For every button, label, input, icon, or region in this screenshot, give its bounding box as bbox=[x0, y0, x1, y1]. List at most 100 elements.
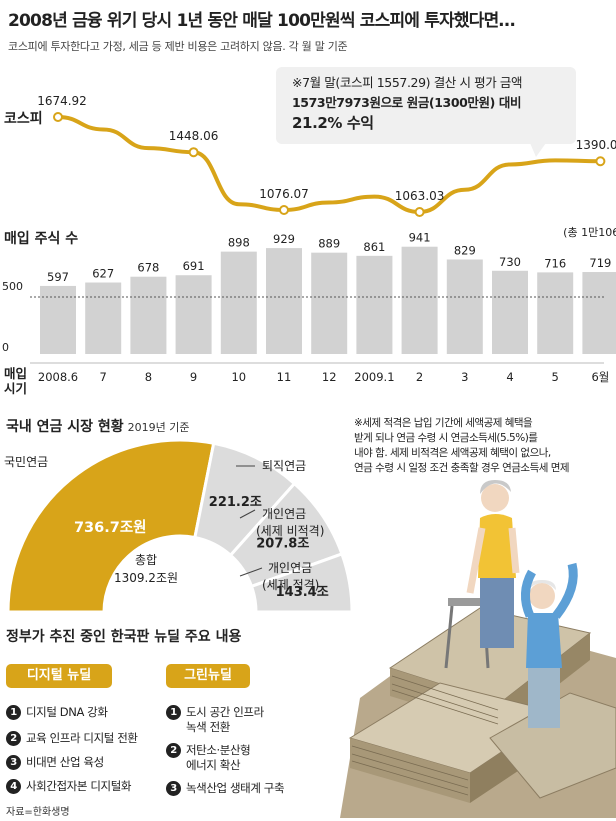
kospi-point bbox=[53, 112, 63, 122]
x-tick-label: 11 bbox=[277, 370, 292, 384]
pension-title-text: 국내 연금 시장 현황 bbox=[6, 419, 124, 435]
item-number-badge: 1 bbox=[166, 705, 181, 720]
bars-group: 597 627 678 691 898 929 889 861 941 829 730 716 719 (… bbox=[40, 226, 616, 354]
item-number-badge: 3 bbox=[6, 755, 21, 770]
pie-value-label: 221.2조 bbox=[209, 495, 262, 510]
tax-note-line: ※세제 적격은 납입 기간에 세액공제 혜택을 bbox=[354, 417, 533, 429]
buy-time-label: 매입 시기 bbox=[4, 366, 28, 396]
pie-value-label: 207.8조 bbox=[256, 537, 309, 552]
callout-tail bbox=[530, 143, 546, 157]
pie-slice bbox=[249, 552, 354, 614]
x-axis-labels: 2008.6 7 8 9 10 11 12 2009.1 2 3 4 5 6월 bbox=[30, 362, 609, 384]
pension-title: 국내 연금 시장 현황 2019년 기준 bbox=[6, 416, 190, 436]
total-shares-label: (총 1만106주) bbox=[563, 226, 616, 239]
bar-value-label: 889 bbox=[318, 237, 340, 251]
kospi-value-label: 1063.03 bbox=[395, 189, 445, 203]
pie-slice-name: 개인연금 bbox=[262, 507, 306, 521]
green-item-text: 도시 공간 인프라 녹색 전환 bbox=[186, 705, 264, 734]
pie-slice-name: 국민연금 bbox=[4, 455, 48, 469]
item-number-badge: 2 bbox=[6, 731, 21, 746]
pie-slice-name: (세제 비적격) bbox=[256, 524, 324, 538]
kospi-point bbox=[414, 207, 425, 217]
senior-woman-figure bbox=[466, 480, 520, 648]
bar-4 bbox=[492, 270, 528, 354]
callout-line-3: 21.2% 수익 bbox=[292, 114, 374, 132]
bar-2009.1 bbox=[356, 255, 393, 354]
green-item-text: 저탄소·분산형 에너지 확산 bbox=[186, 743, 251, 772]
pie-slice-name: 개인연금 bbox=[268, 561, 312, 575]
tax-note: ※세제 적격은 납입 기간에 세액공제 혜택을 받게 되나 연금 수령 시 연금… bbox=[354, 416, 616, 476]
bar-value-label: 597 bbox=[47, 270, 69, 284]
x-tick-label: 8 bbox=[145, 370, 152, 384]
callout-line-1: ※7월 말(코스피 1557.29) 결산 시 평가 금액 bbox=[292, 75, 523, 90]
x-tick-label: 9 bbox=[190, 370, 197, 384]
bar-value-label: 719 bbox=[589, 256, 611, 270]
kospi-value-label: 1076.07 bbox=[259, 187, 309, 201]
digital-item-3: 3 비대면 산업 육성 bbox=[6, 755, 104, 770]
pie-leader-line bbox=[239, 567, 263, 577]
bar-value-label: 627 bbox=[92, 267, 114, 281]
bar-value-label: 716 bbox=[544, 256, 566, 270]
page-title: 2008년 금융 위기 당시 1년 동안 매달 100만원씩 코스피에 투자했다… bbox=[8, 11, 515, 31]
digital-newdeal-tag: 디지털 뉴딜 bbox=[6, 664, 112, 688]
banknote-stacks bbox=[340, 607, 616, 818]
pie-total-value: 1309.2조원 bbox=[114, 571, 178, 585]
bar-value-label: 898 bbox=[228, 236, 250, 250]
y-tick-0: 0 bbox=[2, 341, 9, 354]
pie-leader-line bbox=[239, 509, 256, 519]
digital-item-4: 4 사회간접자본 디지털화 bbox=[6, 779, 131, 794]
bar-10 bbox=[220, 251, 257, 354]
return-callout: ※7월 말(코스피 1557.29) 결산 시 평가 금액 1573만7973원… bbox=[276, 67, 576, 144]
item-number-badge: 4 bbox=[6, 779, 21, 794]
bar-value-label: 941 bbox=[409, 231, 431, 245]
green-item-1: 1 도시 공간 인프라 녹색 전환 bbox=[166, 705, 264, 735]
green-item-3: 3 녹색산업 생태계 구축 bbox=[166, 781, 285, 796]
bar-value-label: 730 bbox=[499, 255, 521, 269]
pie-slice-name: (세제 적격) bbox=[262, 578, 319, 592]
bar-5 bbox=[537, 272, 574, 354]
green-newdeal-tag: 그린뉴딜 bbox=[166, 664, 250, 688]
kospi-point bbox=[279, 204, 289, 215]
bar-2 bbox=[401, 246, 438, 354]
callout-line-2: 1573만7973원으로 원금(1300만원) 대비 bbox=[292, 95, 522, 110]
digital-item-1: 1 디지털 DNA 강화 bbox=[6, 705, 108, 720]
bar-2008.6 bbox=[40, 285, 76, 354]
tax-note-line: 내야 함. 세제 비적격은 세액공제 혜택이 없으나, bbox=[354, 447, 551, 459]
digital-item-text: 교육 인프라 디지털 전환 bbox=[26, 731, 138, 745]
digital-item-text: 비대면 산업 육성 bbox=[26, 755, 104, 769]
digital-item-2: 2 교육 인프라 디지털 전환 bbox=[6, 731, 138, 746]
green-item-2: 2 저탄소·분산형 에너지 확산 bbox=[166, 743, 251, 773]
x-tick-label: 12 bbox=[322, 370, 337, 384]
bar-7 bbox=[85, 282, 122, 354]
bar-value-label: 829 bbox=[454, 243, 476, 257]
x-tick-label: 5 bbox=[552, 370, 559, 384]
pie-slice-name: 퇴직연금 bbox=[262, 459, 306, 473]
item-number-badge: 1 bbox=[6, 705, 21, 720]
x-tick-label: 7 bbox=[100, 370, 107, 384]
pie-slice bbox=[6, 440, 216, 614]
x-tick-label: 2008.6 bbox=[38, 370, 78, 384]
digital-item-text: 사회간접자본 디지털화 bbox=[26, 779, 132, 793]
y-tick-500: 500 bbox=[2, 280, 23, 293]
x-tick-label: 6월 bbox=[591, 370, 609, 384]
shares-axis-label: 매입 주식 수 bbox=[4, 231, 79, 247]
x-tick-label: 3 bbox=[461, 370, 468, 384]
tax-note-line: 연금 수령 시 일정 조건 충족할 경우 연금소득세 면제 bbox=[354, 462, 570, 474]
bar-11 bbox=[266, 248, 302, 354]
senior-man-figure bbox=[521, 562, 578, 728]
bar-3 bbox=[446, 259, 483, 354]
pie-value-label: 736.7조원 bbox=[74, 519, 147, 536]
pie-total-label: 총합 bbox=[135, 553, 157, 567]
bar-value-label: 678 bbox=[137, 261, 159, 275]
item-number-badge: 2 bbox=[166, 743, 181, 758]
kospi-point bbox=[188, 147, 199, 158]
source-credit: 자료=한화생명 bbox=[6, 807, 70, 818]
kospi-axis-label: 코스피 bbox=[4, 111, 43, 127]
kospi-value-label: 1674.92 bbox=[37, 94, 87, 108]
bar-value-label: 691 bbox=[183, 259, 205, 273]
pension-note: 2019년 기준 bbox=[127, 421, 190, 434]
x-tick-label: 2 bbox=[416, 370, 423, 384]
page-subtitle: 코스피에 투자한다고 가정, 세금 등 제반 비용은 고려하지 않음. 각 월 … bbox=[8, 40, 348, 53]
